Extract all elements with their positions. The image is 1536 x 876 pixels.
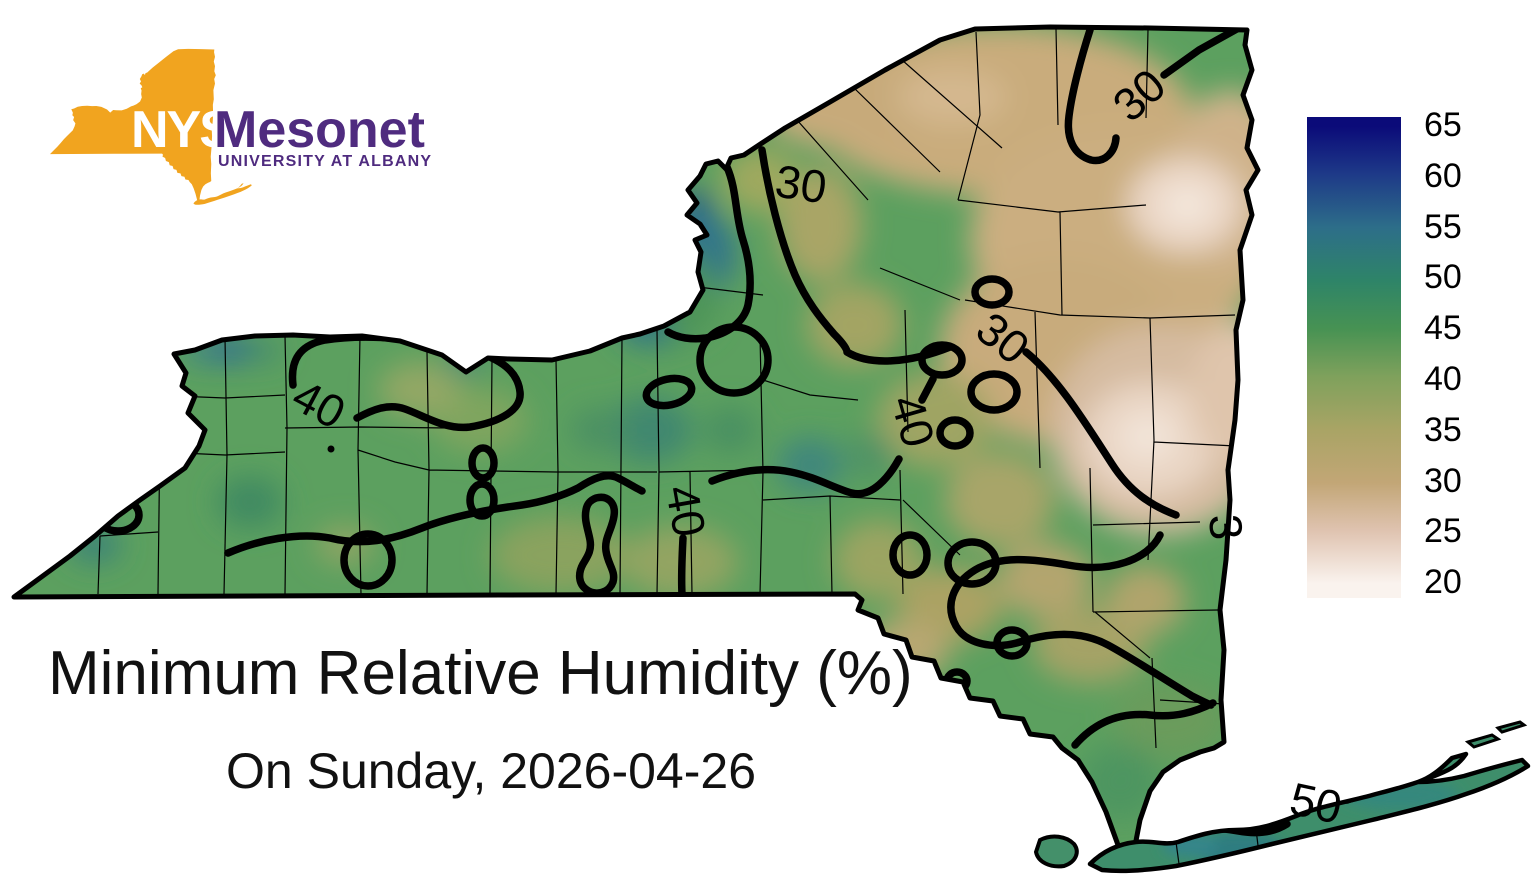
colorbar-tick: 55: [1424, 208, 1462, 246]
logo-university-text: UNIVERSITY AT ALBANY: [218, 153, 432, 170]
island-sliver: [1496, 720, 1526, 734]
contour-label-3-partial: 3: [1199, 512, 1253, 541]
colorbar-tick-labels: 65 60 55 50 45 40 35 30 25 20: [1424, 106, 1462, 601]
logo-nys-text: NYS: [131, 101, 232, 159]
station-dot: [327, 445, 335, 453]
map-title: Minimum Relative Humidity (%): [48, 639, 913, 708]
closed-contour-rings: [93, 275, 1031, 694]
colorbar: 65 60 55 50 45 40 35 30 25 20: [1307, 106, 1462, 601]
colorbar-tick: 35: [1424, 411, 1462, 449]
map-date-subtitle: On Sunday, 2026-04-26: [226, 743, 756, 799]
colorbar-tick: 40: [1424, 360, 1462, 398]
colorbar-tick: 60: [1424, 157, 1462, 195]
colorbar-tick: 45: [1424, 309, 1462, 347]
contour-label-50: 50: [1286, 772, 1347, 834]
colorbar-tick: 65: [1424, 106, 1462, 144]
contour-label-40: 40: [656, 481, 716, 540]
colorbar-tick: 25: [1424, 512, 1462, 550]
colorbar-gradient-bar: [1307, 117, 1401, 598]
colorbar-tick: 50: [1424, 258, 1462, 296]
nys-mesonet-logo: NYS Mesonet UNIVERSITY AT ALBANY: [49, 48, 432, 205]
colorbar-tick: 30: [1424, 462, 1462, 500]
contour-label-30: 30: [772, 155, 830, 214]
staten-island: [1034, 834, 1079, 869]
logo-mesonet-text: Mesonet: [214, 101, 425, 159]
island-sliver: [1466, 733, 1500, 749]
colorbar-tick: 20: [1424, 563, 1462, 601]
